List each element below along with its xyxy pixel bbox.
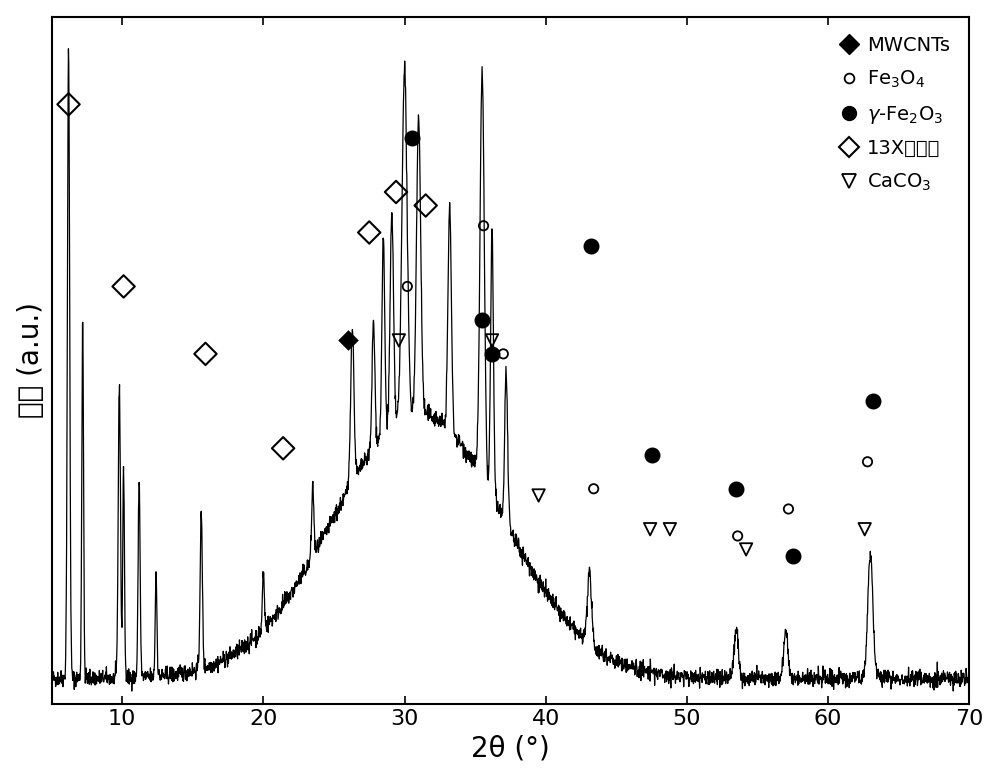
Point bbox=[780, 502, 796, 515]
Point bbox=[531, 489, 547, 502]
Point bbox=[484, 334, 500, 347]
Point bbox=[865, 395, 881, 407]
Point bbox=[275, 442, 291, 454]
Point bbox=[586, 482, 602, 495]
Point bbox=[61, 98, 77, 111]
Point bbox=[399, 280, 415, 293]
Point bbox=[388, 185, 404, 198]
Point bbox=[642, 523, 658, 535]
Legend: MWCNTs, Fe$_3$O$_4$, $\gamma$-Fe$_2$O$_3$, 13X分子筛, CaCO$_3$: MWCNTs, Fe$_3$O$_4$, $\gamma$-Fe$_2$O$_3… bbox=[830, 26, 959, 203]
Point bbox=[644, 449, 660, 461]
Point bbox=[730, 530, 746, 542]
Point bbox=[361, 226, 377, 238]
Point bbox=[583, 240, 599, 252]
Point bbox=[484, 347, 500, 360]
Point bbox=[418, 199, 434, 212]
Point bbox=[738, 543, 754, 555]
Point bbox=[857, 523, 873, 535]
Point bbox=[474, 314, 490, 326]
Point bbox=[476, 220, 492, 232]
Point bbox=[404, 132, 420, 144]
Point bbox=[340, 334, 356, 347]
Point bbox=[197, 347, 213, 360]
Point bbox=[495, 347, 511, 360]
Point bbox=[391, 334, 407, 347]
Point bbox=[662, 523, 678, 535]
X-axis label: 2θ (°): 2θ (°) bbox=[471, 735, 550, 763]
Point bbox=[785, 550, 801, 562]
Point bbox=[860, 456, 876, 468]
Y-axis label: 强度 (a.u.): 强度 (a.u.) bbox=[17, 302, 45, 418]
Point bbox=[116, 280, 132, 293]
Point bbox=[728, 482, 744, 495]
